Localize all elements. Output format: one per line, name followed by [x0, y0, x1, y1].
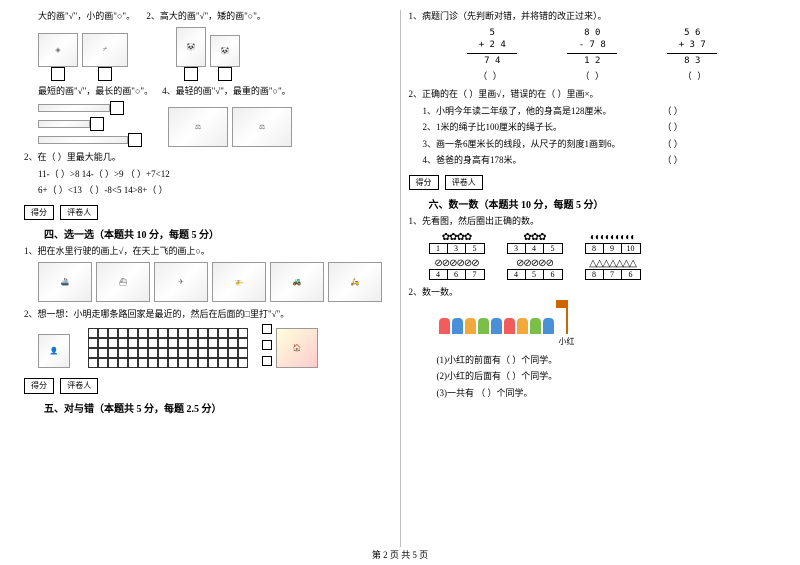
count-row2: ⊘⊘⊘⊘⊘⊘467 ⊘⊘⊘⊘⊘456 △△△△△△△876 [429, 258, 777, 280]
r-q2-item: 4、爸爸的身高有178米。（ ） [423, 154, 777, 167]
vehicle-row: 🚢⛴✈🚁🚜🛵 [38, 262, 392, 302]
kid-icon [504, 318, 515, 334]
vehicle-heli: 🚁 [212, 262, 266, 302]
count-row1: ✿✿✿✿135 ✿✿✿345 ◐◐◐◐◐◐◐◐◐8910 [429, 232, 777, 254]
count-group: ✿✿✿✿135 [429, 232, 485, 254]
r-q2-item: 3、画一条6厘米长的线段，从尺子的刻度1画到6。（ ） [423, 138, 777, 151]
kid-icon [465, 318, 476, 334]
score-label-2: 得分 [24, 378, 54, 393]
section6-title: 六、数一数（本题共 10 分，每题 5 分） [429, 196, 777, 211]
count-group: ⊘⊘⊘⊘⊘456 [507, 258, 563, 280]
r-q2-item: 1、小明今年读二年级了，他的身高是128厘米。（ ） [423, 105, 777, 118]
section4-title: 四、选一选（本题共 10 分，每题 5 分） [44, 226, 392, 241]
r-q1-title: 1、病题门诊（先判断对错，并将错的改正过来）。 [409, 10, 777, 23]
q2-line1: 11-（ ）>8 14-（ ）>9 （ ）+7<12 [38, 168, 392, 181]
q1-images-row1: ◈ ⌿ 🐼 🐼 [38, 27, 392, 81]
math-answer-row: （ ） （ ） （ ） [409, 71, 777, 84]
math-problem: 5 6+ 3 78 3 [642, 27, 742, 68]
math-problem: 8 0- 7 81 2 [542, 27, 642, 68]
sub-question: (2)小红的后面有（ ）个同学。 [437, 370, 777, 383]
r-q2-title: 2、正确的在（ ）里画√，错误的在（ ）里画×。 [409, 88, 777, 101]
reviewer-label-2: 评卷人 [60, 378, 98, 393]
reviewer-label-r: 评卷人 [445, 175, 483, 190]
math-problems: 5+ 2 47 48 0- 7 81 25 6+ 3 78 3 [409, 27, 777, 68]
q2-line2: 6+（ ）<13 （ ）-8<5 14>8+（ ） [38, 184, 392, 197]
q1a-text: 大的画"√"，小的画"○"。 [38, 11, 135, 21]
sec4-q1: 1、把在水里行驶的画上√，在天上飞的画上○。 [24, 245, 392, 258]
q1b-text: 2、高大的画"√"，矮的画"○"。 [146, 11, 266, 21]
count-group: △△△△△△△876 [585, 258, 641, 280]
q1d-text: 4、最轻的画"√"，最重的画"○"。 [162, 86, 291, 96]
q1c-text: 最短的画"√"，最长的画"○"。 [38, 86, 153, 96]
reviewer-label: 评卷人 [60, 205, 98, 220]
math-problem: 5+ 2 47 4 [442, 27, 542, 68]
vehicle-bike: 🛵 [328, 262, 382, 302]
maze-grid [88, 328, 248, 368]
kid-icon [439, 318, 450, 334]
kid-icon [543, 318, 554, 334]
section5-title: 五、对与错（本题共 5 分，每题 2.5 分） [44, 400, 392, 415]
count-group: ◐◐◐◐◐◐◐◐◐8910 [585, 232, 641, 254]
sub-question: (1)小红的前面有（ ）个同学。 [437, 354, 777, 367]
kids-row [439, 304, 777, 334]
xiaohong-label: 小红 [559, 336, 777, 347]
kid-icon [452, 318, 463, 334]
q1-images-row2: ⚖ ⚖ [38, 101, 392, 147]
count-group: ⊘⊘⊘⊘⊘⊘467 [429, 258, 485, 280]
kid-icon [530, 318, 541, 334]
vehicle-ship: 🚢 [38, 262, 92, 302]
r-q2-item: 2、1米的绳子比100厘米的绳子长。（ ） [423, 121, 777, 134]
count-group: ✿✿✿345 [507, 232, 563, 254]
kid-icon [491, 318, 502, 334]
sec6-q1: 1、先看图，然后圈出正确的数。 [409, 215, 777, 228]
vehicle-truck: 🚜 [270, 262, 324, 302]
q2-title: 2、在（ ）里最大能几。 [24, 151, 392, 164]
left-column: 大的画"√"，小的画"○"。 2、高大的画"√"，矮的画"○"。 ◈ ⌿ 🐼 🐼… [16, 10, 400, 547]
score-label-r: 得分 [409, 175, 439, 190]
score-label: 得分 [24, 205, 54, 220]
flag-icon [566, 304, 568, 334]
sec6-q2: 2、数一数。 [409, 286, 777, 299]
kid-icon [517, 318, 528, 334]
vehicle-plane: ✈ [154, 262, 208, 302]
right-column: 1、病题门诊（先判断对错，并将错的改正过来）。 5+ 2 47 48 0- 7 … [401, 10, 785, 547]
vehicle-liner: ⛴ [96, 262, 150, 302]
maze-row: 👤 🏠 [38, 324, 392, 368]
sec4-q2: 2、想一想：小明走哪条路回家是最近的，然后在后面的□里打"√"。 [24, 308, 392, 321]
kid-icon [478, 318, 489, 334]
page-footer: 第 2 页 共 5 页 [0, 548, 800, 561]
sub-question: (3)一共有 （ ）个同学。 [437, 387, 777, 400]
